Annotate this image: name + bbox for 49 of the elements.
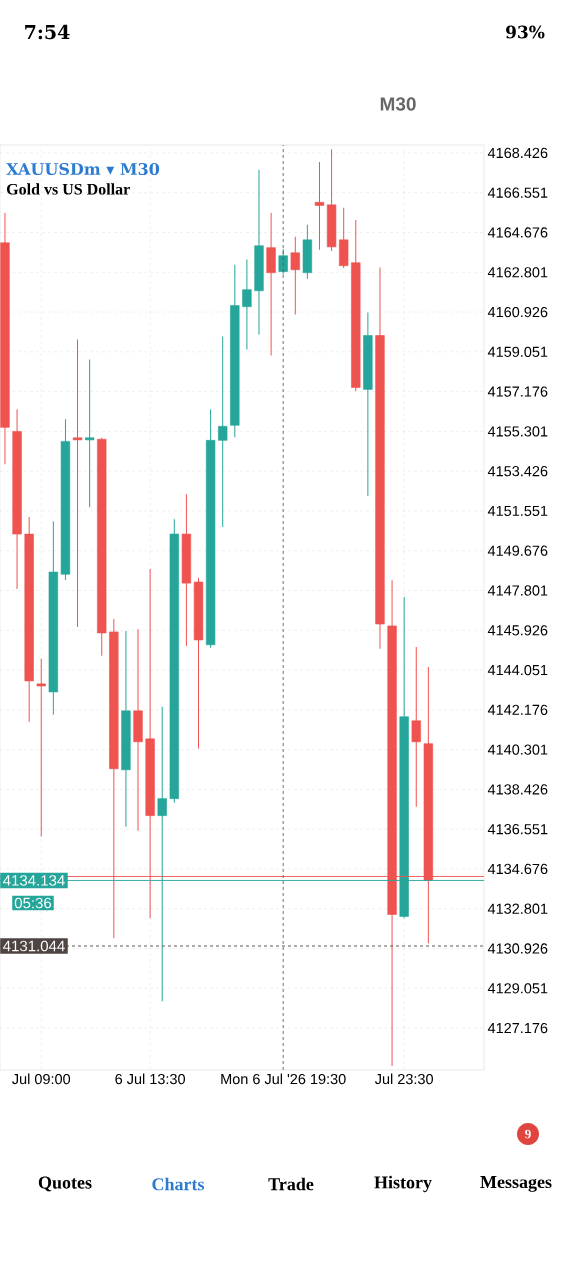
y-tick-label: 4138.426 bbox=[487, 784, 548, 795]
text: History bbox=[374, 1175, 432, 1193]
y-tick-label: 4155.301 bbox=[487, 426, 548, 437]
candlestick bbox=[84, 358, 95, 508]
text: 93% bbox=[506, 25, 545, 39]
y-tick-label: 4166.551 bbox=[487, 187, 548, 198]
y-tick-label: 4130.926 bbox=[487, 943, 548, 954]
text: XAUUSDm ▾ M30 bbox=[6, 162, 160, 176]
y-tick-label: 4127.176 bbox=[487, 1022, 548, 1034]
y-tick-label: 4132.801 bbox=[487, 903, 548, 914]
y-tick-label: 4136.551 bbox=[487, 824, 548, 835]
candlestick bbox=[36, 658, 46, 838]
text: Gold vs US Dollar bbox=[6, 183, 130, 195]
text: 7:54 bbox=[25, 24, 70, 40]
text: Messages bbox=[480, 1176, 552, 1192]
candlestick bbox=[290, 236, 300, 316]
y-tick-label: 4153.426 bbox=[487, 466, 548, 477]
y-tick-label: 4168.426 bbox=[487, 147, 548, 159]
annotation: 05:36 bbox=[14, 897, 52, 909]
x-tick-label: Jul 09:00 bbox=[12, 1073, 71, 1085]
text: M30 bbox=[380, 97, 416, 111]
y-tick-label: 4129.051 bbox=[487, 983, 548, 994]
y-tick-label: 4140.301 bbox=[487, 744, 548, 755]
candlestick bbox=[218, 336, 228, 528]
y-tick-label: 4164.676 bbox=[487, 227, 548, 238]
y-tick-label: 4134.676 bbox=[487, 863, 548, 875]
y-tick-label: 4145.926 bbox=[487, 625, 548, 636]
x-tick-label: Mon 6 Jul '26 19:30 bbox=[221, 1073, 346, 1085]
ref-line-label: 4134.134 bbox=[3, 875, 65, 886]
y-tick-label: 4151.551 bbox=[487, 505, 548, 516]
y-tick-label: 4162.801 bbox=[487, 267, 548, 278]
y-tick-label: 4149.676 bbox=[487, 545, 548, 556]
candlestick bbox=[72, 339, 83, 628]
y-tick-label: 4147.801 bbox=[487, 585, 548, 596]
candlestick bbox=[242, 259, 252, 351]
x-tick-label: Jul 23:30 bbox=[374, 1073, 433, 1085]
text: 9 bbox=[525, 1129, 531, 1139]
text: Charts bbox=[152, 1177, 205, 1191]
y-tick-label: 4142.176 bbox=[487, 704, 548, 715]
text: Trade bbox=[268, 1177, 314, 1191]
ref-line-label: 4131.044 bbox=[3, 940, 65, 952]
y-tick-label: 4157.176 bbox=[487, 386, 548, 397]
y-tick-label: 4159.051 bbox=[487, 346, 548, 357]
y-tick-label: 4144.051 bbox=[487, 664, 548, 676]
candlestick bbox=[411, 646, 421, 808]
y-tick-label: 4160.926 bbox=[487, 306, 548, 318]
candlestick bbox=[314, 161, 325, 251]
x-tick-label: 6 Jul 13:30 bbox=[115, 1073, 186, 1085]
text: Quotes bbox=[38, 1176, 92, 1192]
